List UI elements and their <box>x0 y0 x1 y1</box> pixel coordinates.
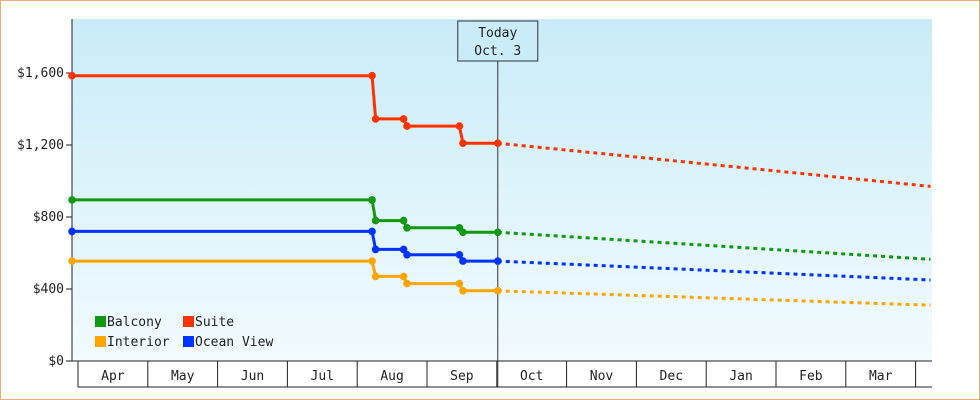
today-label-line1: Today <box>478 26 517 41</box>
data-point-suite <box>459 139 467 147</box>
y-tick-label: $400 <box>33 282 64 297</box>
data-point-balcony <box>371 216 380 225</box>
data-point-suite <box>494 139 502 147</box>
data-point-suite <box>403 122 411 130</box>
data-point-interior <box>368 257 376 265</box>
legend-swatch-interior <box>95 336 106 347</box>
data-point-suite <box>371 115 380 123</box>
data-point-suite <box>368 71 376 80</box>
data-point-ocean-view <box>68 227 76 236</box>
month-label: Mar <box>869 369 893 384</box>
x-axis: Apr May Jun Jul Aug Sep Oct Nov Dec Jan Feb Mar <box>72 360 932 388</box>
data-point-balcony <box>459 228 467 237</box>
legend-label-ocean-view: Ocean View <box>195 335 273 350</box>
month-label: Feb <box>799 369 823 384</box>
data-point-interior <box>459 287 467 295</box>
data-point-suite <box>455 122 464 130</box>
y-tick-label: $800 <box>33 210 64 225</box>
month-label: Sep <box>450 369 474 384</box>
data-point-balcony <box>399 216 408 225</box>
forecast-line-interior <box>497 289 931 307</box>
data-point-balcony <box>403 224 411 232</box>
data-point-suite <box>399 115 408 123</box>
legend-label-balcony: Balcony <box>107 315 162 330</box>
month-label: Apr <box>101 369 125 384</box>
data-point-ocean-view <box>371 245 380 254</box>
today-label-line2: Oct. 3 <box>474 44 521 59</box>
data-point-ocean-view <box>403 251 411 259</box>
legend: Balcony Suite Interior Ocean View <box>95 315 273 350</box>
forecast-line-balcony <box>497 230 931 261</box>
data-point-balcony <box>368 196 376 204</box>
today-marker: Today Oct. 3 <box>457 20 539 387</box>
legend-label-interior: Interior <box>107 335 170 350</box>
month-label: Jul <box>311 369 334 384</box>
data-point-ocean-view <box>494 257 502 265</box>
legend-swatch-suite <box>183 316 194 327</box>
data-point-ocean-view <box>368 227 376 236</box>
data-point-interior <box>403 279 411 288</box>
forecast-line-ocean-view <box>497 259 931 282</box>
plot-background <box>72 19 932 361</box>
month-label: Jun <box>241 369 264 384</box>
today-label-box <box>457 20 539 62</box>
y-tick-label: $1,600 <box>17 66 64 81</box>
forecast-line-suite <box>497 141 931 188</box>
month-label: Aug <box>380 369 403 384</box>
data-point-suite <box>68 71 76 80</box>
legend-label-suite: Suite <box>195 315 234 330</box>
data-point-ocean-view <box>459 257 467 265</box>
month-label: Nov <box>590 369 614 384</box>
month-label: Oct <box>520 369 543 384</box>
month-label: Jan <box>729 369 752 384</box>
legend-swatch-balcony <box>95 316 106 327</box>
data-point-ocean-view <box>455 251 464 259</box>
series-balcony <box>68 196 931 261</box>
data-point-ocean-view <box>399 245 408 254</box>
month-label: Dec <box>660 369 683 384</box>
month-label: May <box>171 369 195 384</box>
y-tick-label: $0 <box>48 354 64 369</box>
series-interior <box>68 257 931 307</box>
y-axis: $0 $400 $800 $1,200 $1,600 <box>17 19 73 369</box>
series-ocean-view <box>68 227 931 282</box>
legend-swatch-ocean-view <box>183 336 194 347</box>
series-suite <box>68 71 931 188</box>
series <box>68 71 931 307</box>
data-point-interior <box>371 272 380 281</box>
data-point-balcony <box>494 228 502 237</box>
data-point-interior <box>399 272 408 281</box>
data-point-balcony <box>68 196 76 204</box>
data-point-interior <box>455 279 464 288</box>
data-point-interior <box>68 257 76 265</box>
data-point-interior <box>494 287 502 295</box>
y-tick-label: $1,200 <box>17 138 64 153</box>
